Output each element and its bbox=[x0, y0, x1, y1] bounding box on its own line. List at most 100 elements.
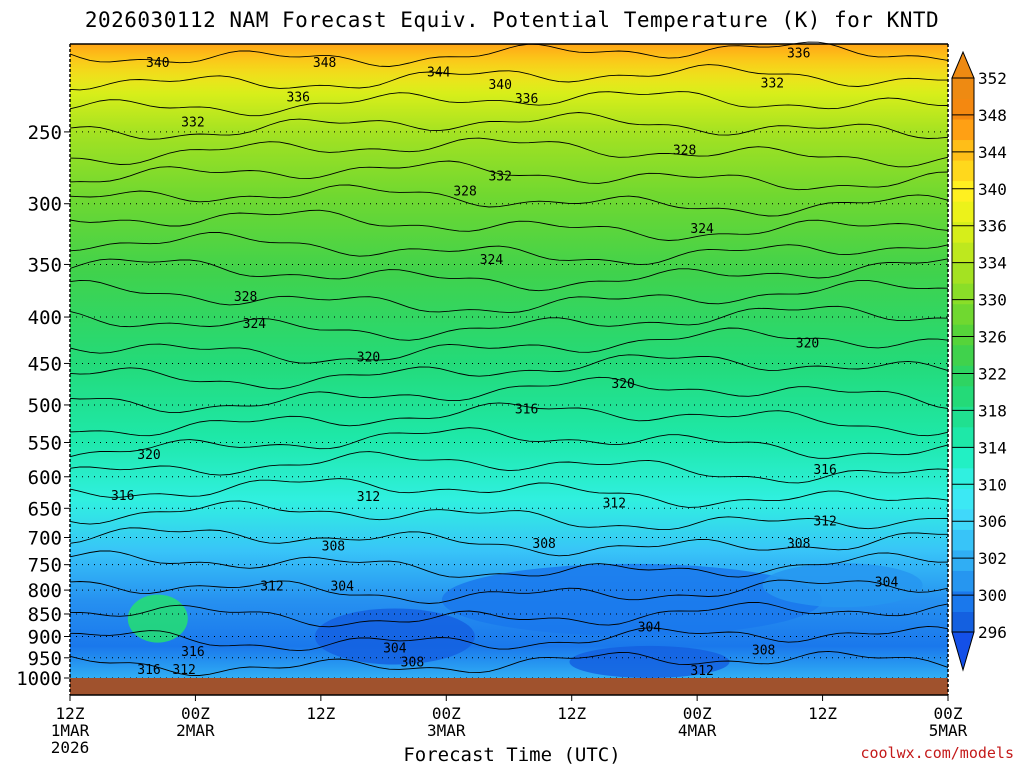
y-tick-label: 500 bbox=[28, 395, 62, 417]
colorbar-bottom-arrow bbox=[951, 631, 975, 672]
contour-line bbox=[69, 579, 949, 604]
contour-label: 316 bbox=[181, 645, 204, 660]
colorbar-label: 352 bbox=[978, 69, 1007, 88]
x-tick-label: 5MAR bbox=[929, 721, 968, 740]
colorbar-label: 344 bbox=[978, 143, 1007, 162]
chart-title: 2026030112 NAM Forecast Equiv. Potential… bbox=[84, 8, 940, 32]
contour-line bbox=[69, 354, 949, 390]
x-tick-label: 12Z bbox=[808, 704, 837, 723]
y-tick-label: 800 bbox=[28, 580, 62, 602]
contour-label: 316 bbox=[111, 489, 134, 504]
contour-labels: 340 3483443403363363323363323283323283243… bbox=[111, 47, 899, 679]
contour-label: 332 bbox=[181, 115, 204, 130]
colorbar-label: 306 bbox=[978, 512, 1007, 531]
x-tick-label: 00Z bbox=[181, 704, 210, 723]
contour-label: 308 bbox=[752, 643, 775, 658]
y-tick-label: 600 bbox=[28, 467, 62, 489]
colorbar-segment bbox=[952, 508, 974, 530]
contour-line bbox=[69, 64, 948, 91]
contour-label: 312 bbox=[260, 580, 283, 595]
colorbar-label: 296 bbox=[978, 623, 1007, 642]
colorbar-label: 302 bbox=[978, 549, 1007, 568]
x-tick-label: 2MAR bbox=[176, 721, 215, 740]
contour-label: 324 bbox=[480, 253, 504, 268]
contour-label: 312 bbox=[603, 496, 626, 511]
y-tick-label: 650 bbox=[28, 498, 62, 520]
colorbar-segment bbox=[952, 160, 974, 182]
contour-label: 312 bbox=[690, 664, 713, 679]
x-tick-label: 1MAR bbox=[51, 721, 90, 740]
y-tick-label: 300 bbox=[28, 194, 62, 216]
contour-line bbox=[69, 279, 949, 314]
contour-label: 320 bbox=[796, 337, 819, 352]
colorbar-label: 348 bbox=[978, 106, 1007, 125]
colorbar-segment bbox=[952, 447, 974, 469]
contour-line bbox=[69, 376, 949, 414]
contour-line bbox=[69, 231, 949, 266]
contour-label: 312 bbox=[813, 514, 836, 529]
colorbar-label: 340 bbox=[978, 180, 1007, 199]
colorbar: 296 300 302 306 310 314 318 322 326 330 334 336 340 3… bbox=[951, 50, 1007, 672]
low-level-pocket bbox=[762, 563, 923, 608]
colorbar-segment bbox=[952, 467, 974, 489]
contour-line bbox=[69, 209, 949, 241]
x-tick-label: 4MAR bbox=[678, 721, 717, 740]
colorbar-segment bbox=[952, 365, 974, 387]
colorbar-segment bbox=[952, 324, 974, 346]
contour-label: 312 bbox=[357, 490, 380, 505]
colorbar-segment bbox=[952, 242, 974, 264]
contour-label: 316 bbox=[515, 403, 538, 418]
contour-label: 308 bbox=[532, 537, 555, 552]
contour-label: 324 bbox=[690, 222, 714, 237]
contour-label: 308 bbox=[787, 537, 810, 552]
y-tick-label: 750 bbox=[28, 555, 62, 577]
contour-label: 312 bbox=[172, 663, 195, 678]
contour-line bbox=[69, 402, 949, 437]
axes: 2503003504004505005506006507007508008509… bbox=[16, 43, 968, 757]
colorbar-segment bbox=[952, 78, 974, 100]
pressure-gridlines bbox=[70, 131, 948, 679]
colorbar-label: 334 bbox=[978, 254, 1007, 273]
contour-line bbox=[69, 160, 949, 191]
contour-line bbox=[69, 137, 949, 168]
colorbar-segment bbox=[952, 139, 974, 161]
colorbar-label: 330 bbox=[978, 291, 1007, 310]
contour-label: 316 bbox=[813, 463, 836, 478]
contour-line bbox=[69, 500, 949, 531]
contour-line bbox=[69, 305, 949, 341]
x-tick-label: 2026 bbox=[51, 738, 90, 757]
low-level-pocket bbox=[127, 594, 188, 643]
y-tick-label: 250 bbox=[28, 122, 62, 144]
contour-lines bbox=[69, 41, 949, 676]
contour-line bbox=[69, 527, 948, 557]
contour-label: 304 bbox=[638, 621, 662, 636]
colorbar-label: 322 bbox=[978, 364, 1007, 383]
colorbar-segment bbox=[952, 262, 974, 284]
contour-label: 308 bbox=[401, 656, 424, 671]
colorbar-label: 314 bbox=[978, 438, 1007, 457]
y-tick-label: 550 bbox=[28, 432, 62, 454]
contour-label: 336 bbox=[515, 92, 538, 107]
contour-line bbox=[69, 451, 949, 484]
colorbar-segment bbox=[952, 119, 974, 141]
colorbar-segment bbox=[952, 529, 974, 551]
contour-line bbox=[69, 184, 949, 217]
colorbar-label: 336 bbox=[978, 217, 1007, 236]
contour-line bbox=[69, 327, 949, 364]
contour-line bbox=[69, 650, 949, 676]
colorbar-segment bbox=[952, 426, 974, 448]
x-tick-label: 00Z bbox=[934, 704, 963, 723]
contour-label: 328 bbox=[453, 185, 476, 200]
colorbar-label: 310 bbox=[978, 475, 1007, 494]
x-tick-label: 3MAR bbox=[427, 721, 466, 740]
colorbar-label: 318 bbox=[978, 401, 1007, 420]
contour-label: 304 bbox=[875, 576, 899, 591]
contour-label: 320 bbox=[611, 377, 634, 392]
colorbar-segment bbox=[952, 488, 974, 510]
x-axis-label: Forecast Time (UTC) bbox=[403, 744, 621, 766]
contour-label: 340 bbox=[488, 78, 511, 93]
contour-line bbox=[69, 41, 949, 67]
contour-label: 328 bbox=[234, 290, 257, 305]
colorbar-segment bbox=[952, 385, 974, 407]
